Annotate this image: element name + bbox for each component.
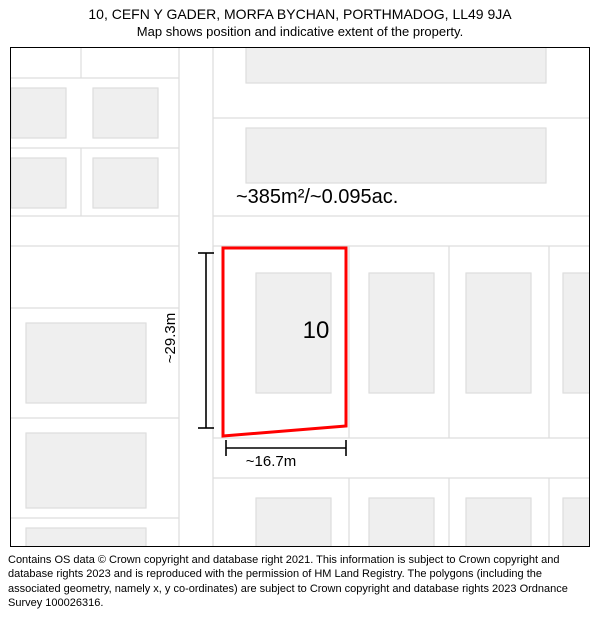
property-map: ~385m²/~0.095ac. ~29.3m ~16.7m 10: [11, 48, 590, 547]
header: 10, CEFN Y GADER, MORFA BYCHAN, PORTHMAD…: [0, 0, 600, 41]
height-label: ~29.3m: [162, 313, 179, 363]
plot-number-label: 10: [303, 317, 330, 344]
address-title: 10, CEFN Y GADER, MORFA BYCHAN, PORTHMAD…: [10, 6, 590, 22]
page: 10, CEFN Y GADER, MORFA BYCHAN, PORTHMAD…: [0, 0, 600, 625]
map-container: ~385m²/~0.095ac. ~29.3m ~16.7m 10: [10, 47, 590, 547]
map-subtitle: Map shows position and indicative extent…: [10, 24, 590, 39]
area-label: ~385m²/~0.095ac.: [236, 186, 398, 208]
width-label: ~16.7m: [246, 453, 296, 470]
copyright-footer: Contains OS data © Crown copyright and d…: [0, 547, 600, 610]
